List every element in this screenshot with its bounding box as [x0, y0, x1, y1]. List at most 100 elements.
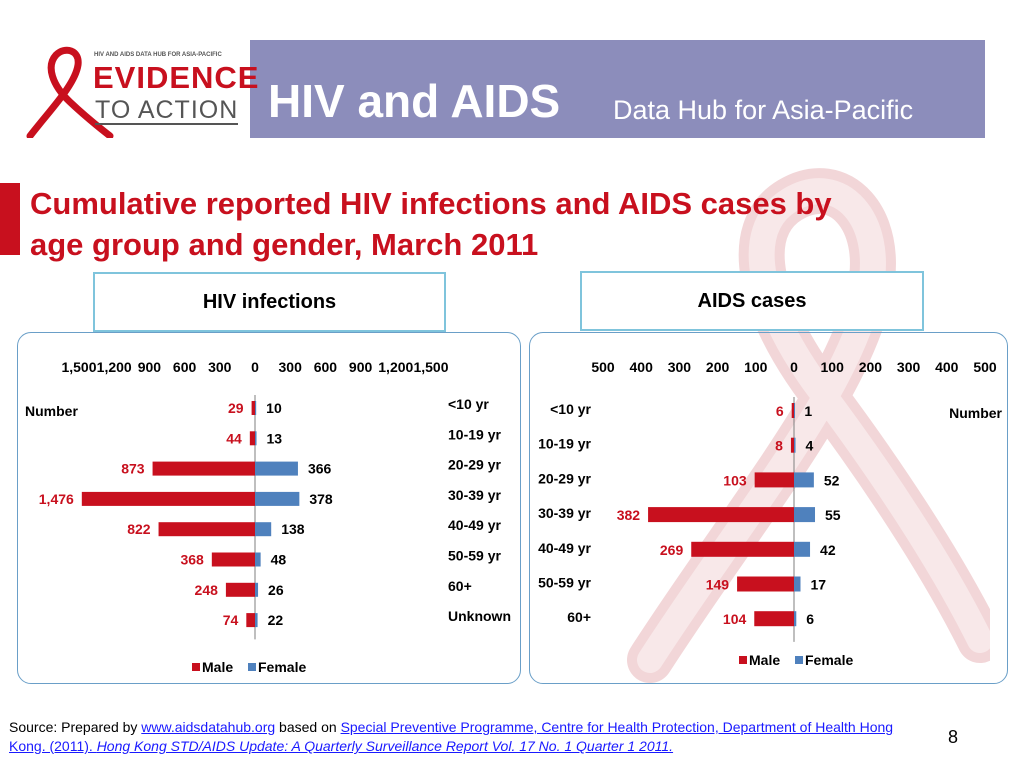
female-value-label: 378 [309, 491, 333, 507]
category-label: <10 yr [448, 396, 489, 412]
female-bar [794, 403, 795, 418]
female-bar [794, 541, 811, 557]
female-value-label: 42 [820, 542, 836, 558]
axis-label-number: Number [25, 403, 78, 419]
category-label: 40-49 yr [538, 540, 591, 556]
legend-male-swatch [739, 656, 747, 664]
source-link-report[interactable]: Hong Kong STD/AIDS Update: A Quarterly S… [96, 738, 674, 754]
aids-cases-chart: 500 400 300 200 100 0 100 200 300 400 500 Number 6 1 <… [538, 359, 1002, 668]
male-value-label: 74 [223, 612, 239, 628]
male-bar [791, 403, 794, 418]
logo: HIV AND AIDS DATA HUB FOR ASIA-PACIFIC E… [0, 40, 258, 140]
male-value-label: 822 [127, 521, 151, 537]
logo-evidence: EVIDENCE [93, 60, 260, 95]
axis-label-number: Number [949, 405, 1002, 421]
female-value-label: 4 [806, 438, 814, 454]
category-label: 60+ [567, 609, 591, 625]
x-tick-label: 1,200 [97, 359, 132, 375]
category-label: Unknown [448, 608, 511, 624]
female-bar [794, 472, 814, 488]
source-middle: based on [275, 719, 341, 735]
female-bar [255, 461, 298, 476]
x-tick-label: 900 [349, 359, 373, 375]
female-bar [794, 437, 796, 453]
male-bar [211, 552, 255, 567]
aids-chart-panel [529, 332, 1008, 684]
red-ribbon-logo-icon [26, 46, 114, 140]
x-tick-label: 100 [821, 359, 845, 375]
category-label: <10 yr [550, 401, 591, 417]
legend-male-label: Male [202, 659, 233, 675]
female-bar [255, 522, 272, 537]
category-label: 20-29 yr [538, 470, 591, 486]
male-bar [754, 472, 794, 488]
slide-title-line1: Cumulative reported HIV infections and A… [30, 186, 832, 221]
x-tick-label: 600 [173, 359, 197, 375]
hiv-chart-label: HIV infections [93, 272, 446, 332]
x-tick-label: 300 [897, 359, 921, 375]
female-bar [794, 507, 816, 523]
x-tick-label: 0 [790, 359, 798, 375]
hiv-chart-panel [17, 332, 521, 684]
page-number: 8 [948, 727, 959, 747]
female-bar [255, 552, 261, 567]
male-bar [158, 522, 255, 537]
category-label: 20-29 yr [448, 457, 501, 473]
source-link-datahub[interactable]: www.aidsdatahub.org [141, 719, 276, 735]
female-bar [255, 582, 259, 597]
x-tick-label: 500 [973, 359, 997, 375]
female-bar [255, 491, 300, 506]
male-bar [225, 582, 255, 597]
logo-tagline: HIV AND AIDS DATA HUB FOR ASIA-PACIFIC [94, 52, 222, 58]
page-title: HIV and AIDS [268, 75, 561, 127]
female-value-label: 10 [266, 400, 282, 416]
category-label: 50-59 yr [538, 575, 591, 591]
legend-female-label: Female [258, 659, 306, 675]
female-value-label: 13 [267, 430, 283, 446]
legend-male-swatch [192, 663, 200, 671]
category-label: 50-59 yr [448, 548, 501, 564]
source-link-chp[interactable]: Special Preventive Programme, Centre for… [9, 719, 894, 754]
x-tick-label: 500 [591, 359, 615, 375]
male-value-label: 44 [226, 430, 242, 446]
x-tick-label: 300 [208, 359, 232, 375]
x-tick-label: 100 [744, 359, 768, 375]
female-bar [255, 401, 257, 415]
male-value-label: 248 [195, 582, 219, 598]
male-value-label: 29 [228, 400, 244, 416]
female-value-label: 138 [281, 521, 305, 537]
female-bar [255, 613, 258, 628]
male-value-label: 382 [617, 507, 641, 523]
female-bar [794, 576, 801, 592]
female-value-label: 6 [806, 611, 814, 627]
female-value-label: 55 [825, 507, 841, 523]
title-accent-bar [0, 183, 20, 255]
male-value-label: 269 [660, 542, 684, 558]
legend-female-label: Female [805, 652, 853, 668]
male-bar [249, 431, 255, 446]
ribbon-watermark [627, 168, 990, 683]
male-value-label: 6 [776, 403, 784, 419]
male-bar [81, 491, 255, 506]
male-bar [152, 461, 255, 476]
x-tick-label: 0 [251, 359, 259, 375]
category-label: 30-39 yr [448, 487, 501, 503]
male-bar [246, 613, 255, 628]
male-value-label: 149 [706, 577, 730, 593]
male-bar [754, 611, 794, 627]
legend-male-label: Male [749, 652, 780, 668]
female-value-label: 22 [268, 612, 284, 628]
aids-chart-label: AIDS cases [580, 271, 924, 331]
male-value-label: 104 [723, 611, 747, 627]
x-tick-label: 1,500 [61, 359, 96, 375]
category-label: 40-49 yr [448, 517, 501, 533]
x-tick-label: 1,200 [378, 359, 413, 375]
legend-female-swatch [248, 663, 256, 671]
category-label: 10-19 yr [538, 436, 591, 452]
x-tick-label: 600 [314, 359, 338, 375]
logo-to-action: TO ACTION [95, 96, 239, 125]
male-value-label: 1,476 [39, 491, 74, 507]
x-tick-label: 400 [630, 359, 654, 375]
category-label: 30-39 yr [538, 505, 591, 521]
male-bar [790, 437, 794, 453]
